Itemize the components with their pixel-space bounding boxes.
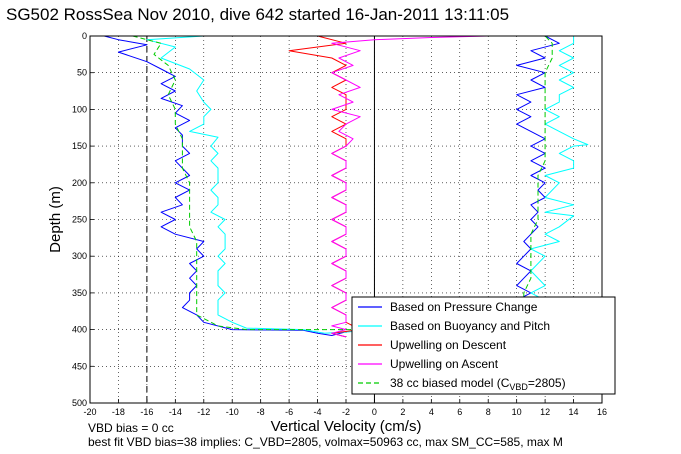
series-line-4	[331, 35, 489, 338]
y-tick-label: 500	[72, 398, 87, 408]
legend: Based on Pressure Change Based on Buoyanc…	[351, 296, 616, 395]
series-line-5	[132, 35, 553, 331]
x-tick-label: 2	[400, 407, 405, 417]
legend-entry: 38 cc biased model (CVBD=2805)	[390, 376, 566, 392]
x-tick-label: 4	[429, 407, 434, 417]
y-tick-label: 100	[72, 104, 87, 114]
y-tick-label: 0	[82, 31, 87, 41]
y-tick-label: 50	[77, 68, 87, 78]
series-line-2	[146, 35, 589, 334]
note-best-fit: best fit VBD bias=38 implies: C_VBD=2805…	[88, 435, 563, 449]
x-tick-label: 6	[457, 407, 462, 417]
x-tick-label: 14	[569, 407, 579, 417]
x-tick-label: -10	[226, 407, 239, 417]
x-tick-label: -4	[314, 407, 322, 417]
y-tick-label: 200	[72, 178, 87, 188]
y-tick-label: 450	[72, 361, 87, 371]
x-tick-label: -12	[197, 407, 210, 417]
x-tick-label: 0	[372, 407, 377, 417]
legend-box	[351, 296, 616, 395]
x-tick-label: -8	[257, 407, 265, 417]
y-tick-label: 300	[72, 251, 87, 261]
legend-entry: Based on Buoyancy and Pitch	[390, 319, 550, 333]
plot-area	[89, 35, 603, 404]
chart-title: SG502 RossSea Nov 2010, dive 642 started…	[6, 5, 509, 24]
y-axis-label: Depth (m)	[47, 186, 64, 253]
y-tick-label: 350	[72, 288, 87, 298]
x-tick-label: -6	[285, 407, 293, 417]
series-line-1	[104, 35, 560, 336]
x-tick-label: -20	[83, 407, 96, 417]
x-tick-label: -2	[342, 407, 350, 417]
legend-entry: Upwelling on Descent	[390, 338, 507, 352]
x-axis-label: Vertical Velocity (cm/s)	[271, 418, 422, 435]
x-tick-label: -18	[112, 407, 125, 417]
y-tick-label: 150	[72, 141, 87, 151]
x-tick-label: -16	[140, 407, 153, 417]
y-tick-label: 250	[72, 215, 87, 225]
x-tick-label: 12	[540, 407, 550, 417]
series-group	[104, 35, 589, 338]
note-vbd-bias: VBD bias = 0 cc	[88, 421, 174, 435]
x-tick-label: 16	[597, 407, 607, 417]
y-tick-label: 400	[72, 325, 87, 335]
series-line-3	[288, 35, 361, 338]
x-tick-label: 8	[486, 407, 491, 417]
x-tick-label: -14	[169, 407, 182, 417]
x-tick-label: 10	[512, 407, 522, 417]
legend-entry: Based on Pressure Change	[390, 300, 538, 314]
legend-entry: Upwelling on Ascent	[390, 357, 499, 371]
tick-labels: -20 -18 -16 -14 -12 -10 -8 -6 -4 -2 0 2 4 6 8 10 12 14 160…	[72, 31, 607, 417]
